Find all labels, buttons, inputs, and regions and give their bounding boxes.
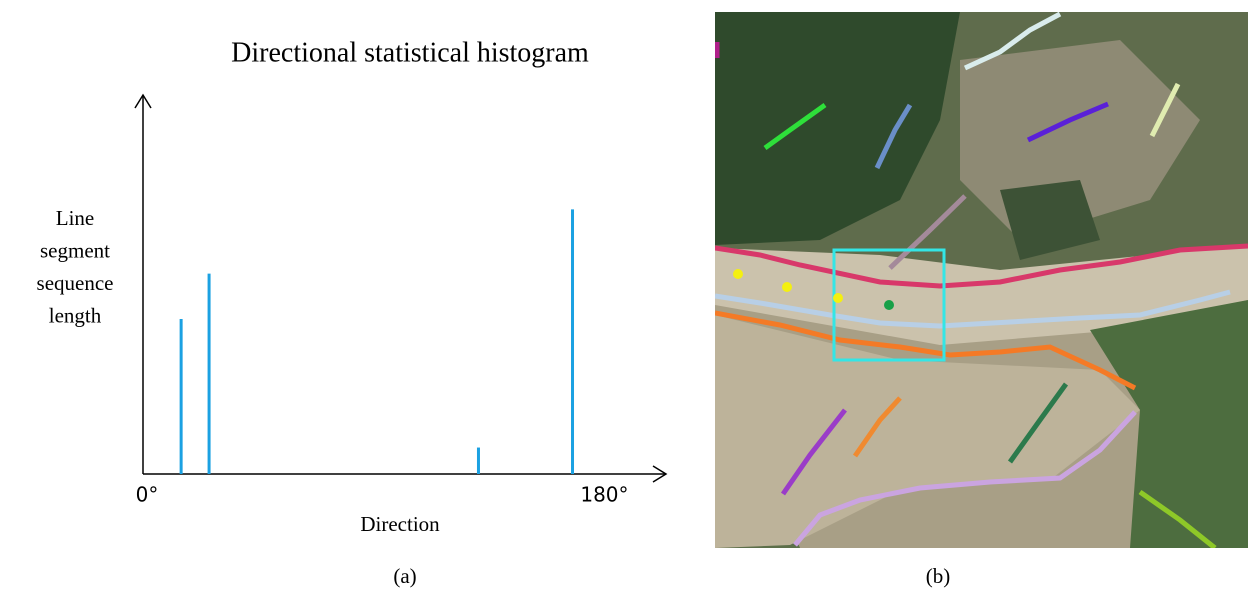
y-axis-label-line: sequence [37,271,114,295]
aerial-image [715,12,1248,548]
y-axis-label: Line segment sequence length [37,206,114,328]
x-tick-label: 0° [136,483,159,507]
panel-label: (a) [393,564,416,588]
y-axis-label-line: segment [40,238,110,262]
y-axis-label-line: length [49,303,102,327]
panel-label: (b) [926,564,951,588]
y-axis-label-line: Line [56,206,94,230]
x-axis-label: Direction [360,512,440,536]
axes [134,93,668,483]
x-tick-label: 180° [580,483,628,507]
chart-title: Directional statistical histogram [231,37,589,68]
